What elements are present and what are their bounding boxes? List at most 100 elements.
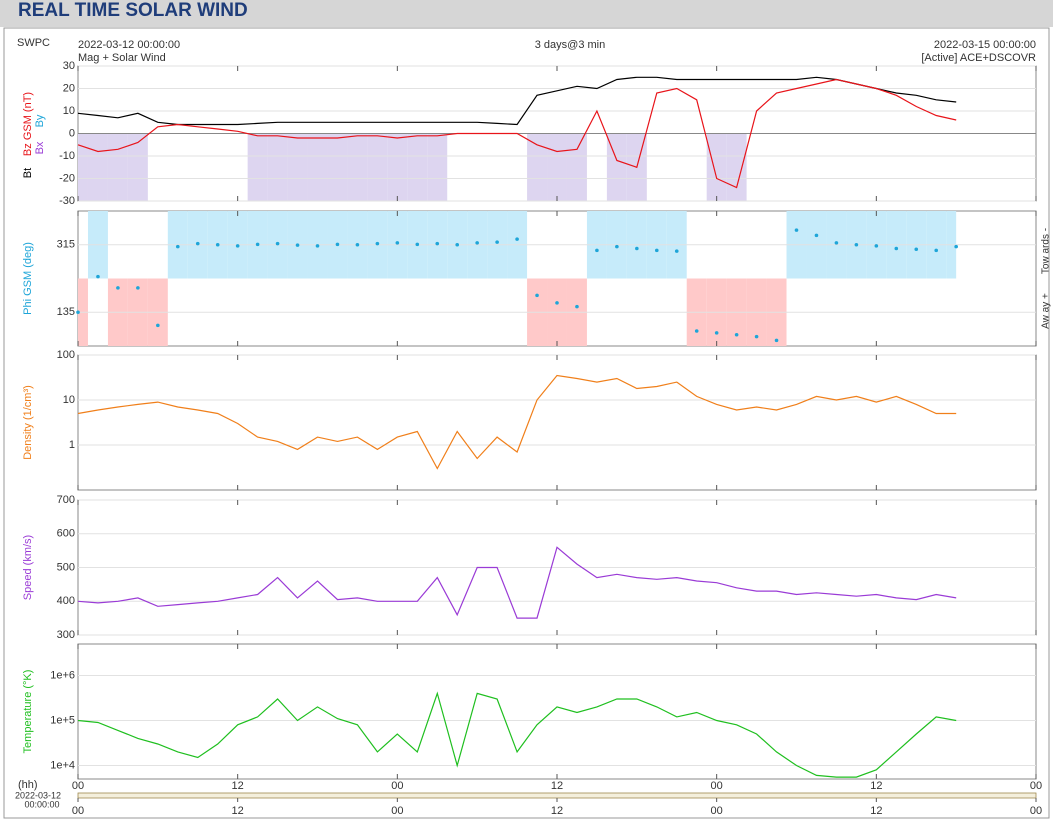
negative-shade [527,133,548,201]
data-point [774,338,779,343]
negative-shade [566,133,587,201]
y-axis-label: Density (1/cm³) [22,385,34,460]
data-point [136,286,140,290]
y-tick-label: 10 [63,105,75,117]
data-point [714,331,719,335]
data-point [814,233,819,238]
data-point [96,274,100,279]
y-tick-label: 1e+4 [50,759,75,771]
x-tick-label: 12 [551,780,563,792]
y-tick-label: 1 [69,439,75,451]
negative-shade [87,133,108,201]
data-point [854,242,859,247]
x-tick-label: 00 [391,780,403,792]
spacecraft: [Active] ACE+DSCOVR [921,52,1036,64]
y-tick-label: -10 [59,150,75,162]
negative-shade [327,133,348,201]
negative-shade [287,133,308,201]
component-label: Bx [34,141,46,154]
data-point [535,293,539,298]
x-tick-label: 00 [72,805,84,817]
x-tick-label: 00 [711,780,723,792]
negative-shade [367,133,388,201]
x-tick-label: 00 [72,780,84,792]
negative-shade [107,133,128,201]
y-tick-label: 400 [57,595,75,607]
y-tick-label: 135 [57,306,75,318]
y-tick-label: -30 [59,195,75,207]
y-tick-label: -20 [59,172,75,184]
y-tick-label: 315 [57,239,75,251]
y-tick-label: 10 [63,394,75,406]
span: 3 days@3 min [535,39,605,51]
data-point [635,246,639,251]
x-tick-label: 12 [551,805,563,817]
x-tick-label: 00 [1030,780,1042,792]
data-point [175,244,180,249]
end-time: 2022-03-15 00:00:00 [934,39,1036,51]
data-point [874,244,879,248]
data-point [235,244,240,248]
away-label: Aw ay + [1041,293,1052,329]
component-label: By [34,114,46,127]
y-tick-label: 600 [57,528,75,540]
y-tick-label: 20 [63,82,75,94]
data-point [914,247,919,252]
data-line [77,546,957,619]
negative-shade [127,133,148,201]
data-point [954,244,958,249]
data-point [355,242,360,247]
y-axis-label: Temperature (°K) [22,670,34,754]
data-point [76,310,80,315]
y-tick-label: 100 [57,349,75,361]
data-point [894,246,899,251]
series-label: Bz GSM (nT) [22,92,34,156]
chart-frame [3,27,1050,819]
page-title: REAL TIME SOLAR WIND [18,0,248,21]
source: SWPC [17,37,50,49]
negative-shade [267,133,288,201]
data-point [315,244,320,248]
data-line [77,76,957,126]
data-point [794,228,799,232]
data-point [495,240,499,244]
start-date: 2022-03-12 [15,790,61,800]
negative-shade [247,133,268,201]
data-point [435,241,440,246]
negative-shade [407,133,428,201]
data-point [116,286,120,290]
data-point [834,241,839,245]
x-tick-label: 00 [1030,805,1042,817]
negative-shade [78,133,88,201]
data-point [295,243,300,247]
time-axis-label: (hh) [18,779,38,791]
y-tick-label: 500 [57,561,75,573]
data-point [654,248,659,253]
data-line [77,78,957,189]
y-tick-label: 300 [57,629,75,641]
title-bar [0,0,1053,27]
data-point [694,329,699,333]
negative-shade [387,133,408,201]
data-point [475,241,479,245]
y-axis-label: Phi GSM (deg) [22,242,34,315]
data-point [595,248,599,253]
y-tick-label: 1e+5 [50,714,75,726]
product: Mag + Solar Wind [78,52,166,64]
data-point [415,242,420,247]
series-label: Bt [22,168,34,178]
data-point [754,334,759,339]
negative-shade [547,133,567,201]
data-point [195,241,200,246]
negative-shade [706,133,727,201]
negative-shade [427,133,448,201]
time-slider[interactable] [77,792,1037,799]
data-point [555,301,559,305]
negative-shade [606,133,627,201]
data-point [375,241,380,246]
data-point [275,241,280,246]
x-tick-label: 12 [870,805,882,817]
start-clock: 00:00:00 [24,799,59,809]
data-point [455,242,460,247]
